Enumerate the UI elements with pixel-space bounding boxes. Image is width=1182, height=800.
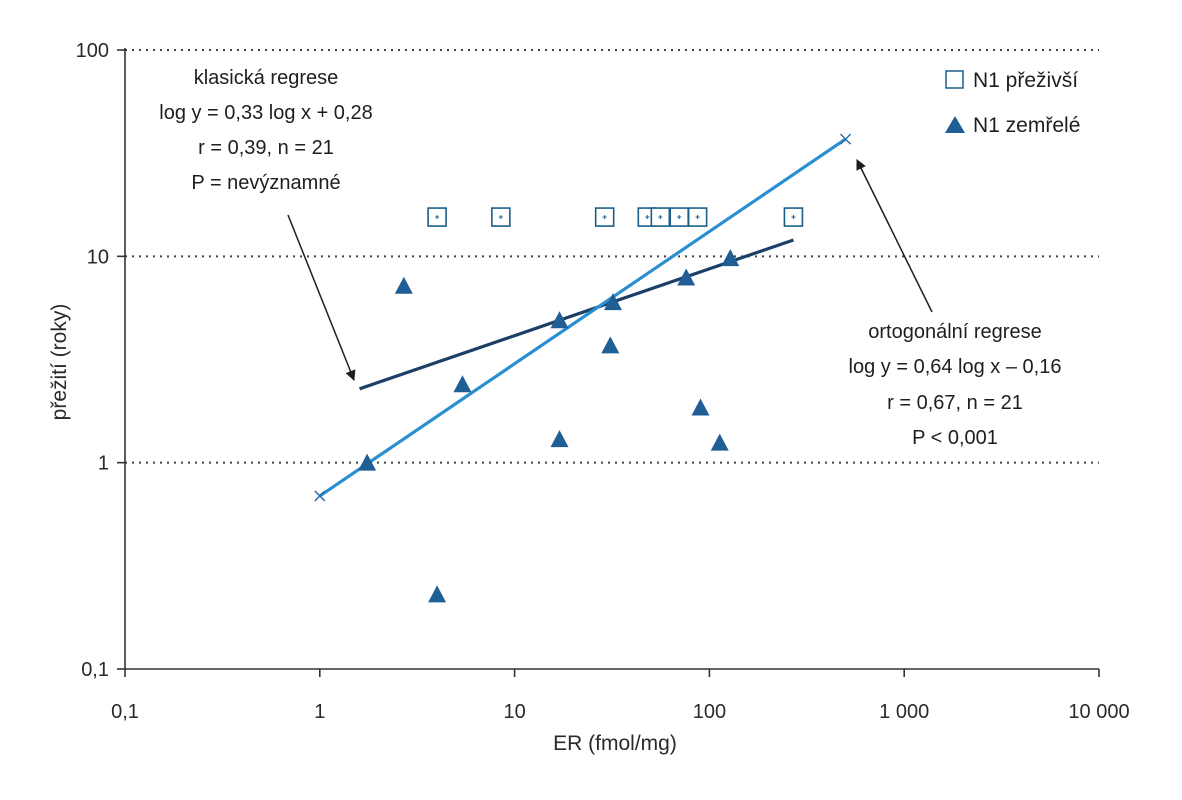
deceased-point-4 — [550, 311, 569, 329]
deceased-point-1 — [394, 276, 413, 294]
legend-square-icon — [945, 70, 964, 89]
classic-annotation-line-4: P = nevýznamné — [191, 172, 340, 194]
deceased-point-11 — [721, 249, 740, 267]
classic-annotation-line-3: r = 0,39, n = 21 — [198, 137, 334, 159]
orthogonal-annotation-line-4: P < 0,001 — [912, 427, 998, 449]
deceased-point-9 — [691, 398, 710, 416]
y-tick-label-1: 1 — [98, 453, 109, 475]
orthogonal-annotation-line-3: r = 0,67, n = 21 — [887, 392, 1023, 414]
x-tick-label-0: 0,1 — [111, 701, 139, 723]
survivor-point-5 — [669, 207, 690, 227]
x-tick-label-1: 1 — [314, 701, 325, 723]
regression-lines — [314, 133, 852, 502]
x-axis-title: ER (fmol/mg) — [553, 732, 677, 755]
x-tick-label-2: 10 — [503, 701, 525, 723]
orthogonal-end-marker-0 — [314, 490, 326, 502]
legend-triangle-icon — [945, 116, 965, 133]
deceased-point-2 — [428, 585, 447, 603]
data-points — [358, 207, 804, 603]
deceased-point-7 — [604, 293, 623, 311]
axes: 0,1 1 10 100 1 000 10 000 0,1 1 10 100 — [76, 40, 1130, 723]
classic-annotation-line-2: log y = 0,33 log x + 0,28 — [159, 102, 373, 124]
legend-label-deceased: N1 zemřelé — [973, 114, 1080, 137]
x-tick-label-3: 100 — [693, 701, 726, 723]
survivor-point-7 — [783, 207, 804, 227]
classic-annotation-arrow — [287, 214, 356, 381]
orthogonal-end-marker-1 — [840, 133, 852, 145]
deceased-point-0 — [358, 453, 377, 471]
legend-label-survivors: N1 přeživší — [973, 69, 1078, 92]
survivor-point-0 — [427, 207, 447, 227]
y-axis-title: přežití (roky) — [48, 304, 71, 421]
x-tick-label-4: 1 000 — [879, 701, 929, 723]
deceased-point-6 — [601, 336, 620, 354]
gridlines — [125, 49, 1099, 464]
orthogonal-annotation-arrow — [856, 159, 933, 313]
orthogonal-annotation-line-2: log y = 0,64 log x – 0,16 — [849, 356, 1062, 378]
survivor-point-4 — [650, 207, 671, 227]
deceased-point-5 — [550, 430, 569, 448]
deceased-point-8 — [677, 268, 696, 286]
survivor-point-2 — [594, 207, 615, 227]
orthogonal-regression-line — [318, 137, 847, 498]
x-tick-label-5: 10 000 — [1068, 701, 1129, 723]
classic-regression-line — [359, 238, 794, 391]
classic-annotation-line-1: klasická regrese — [194, 67, 339, 89]
orthogonal-annotation-line-1: ortogonální regrese — [868, 321, 1041, 343]
deceased-point-3 — [453, 375, 472, 393]
survivor-point-6 — [687, 207, 708, 227]
legend: N1 přeživší N1 zemřelé — [945, 69, 1080, 137]
deceased-point-10 — [710, 433, 729, 451]
y-tick-label-0: 0,1 — [81, 659, 109, 681]
annotations: klasická regrese log y = 0,33 log x + 0,… — [159, 67, 1061, 449]
survivor-point-1 — [491, 207, 511, 227]
y-tick-label-3: 100 — [76, 40, 109, 62]
y-tick-label-2: 10 — [87, 246, 109, 268]
